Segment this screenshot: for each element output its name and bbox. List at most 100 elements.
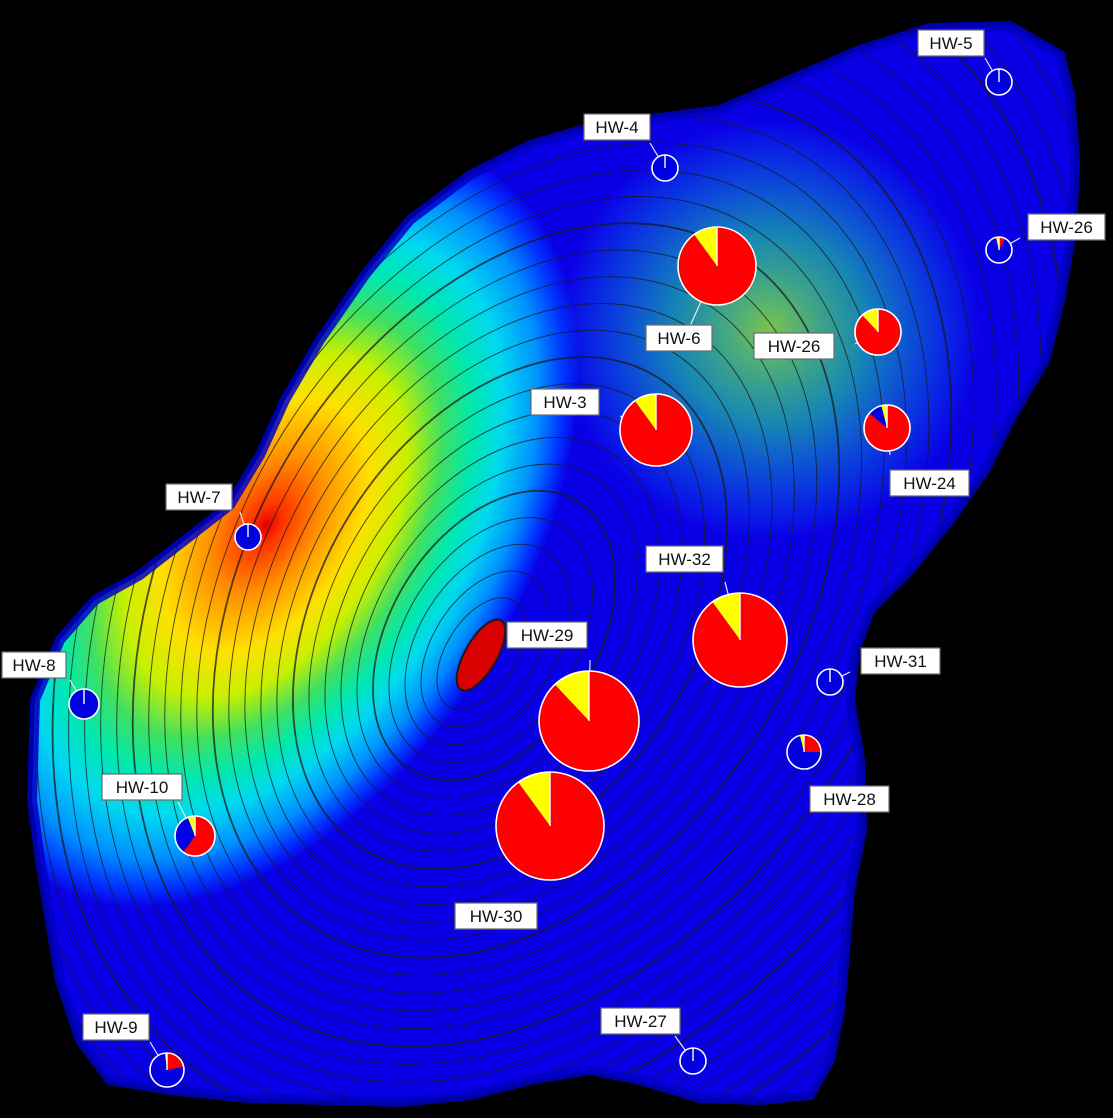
pie-slice-blue: [787, 735, 821, 769]
peak-contour: [455, 618, 507, 692]
well-label-box: [530, 388, 600, 416]
well-hw-3[interactable]: HW-3: [530, 388, 693, 467]
pie-slice-yellow: [712, 593, 740, 640]
well-label: HW-30: [454, 902, 538, 930]
production-pie-chart[interactable]: [619, 393, 693, 467]
well-label: HW-28: [809, 785, 890, 813]
well-hw-6[interactable]: HW-6: [645, 226, 757, 352]
production-pie-chart[interactable]: [68, 688, 100, 720]
pie-slice-blue: [174, 817, 195, 853]
well-hw-9[interactable]: HW-9: [82, 1013, 185, 1088]
well-label: HW-7: [165, 483, 233, 511]
contour-line: [292, 356, 728, 870]
well-label-text: HW-8: [12, 656, 55, 675]
production-pie-chart[interactable]: [692, 592, 788, 688]
well-label-text: HW-6: [657, 329, 700, 348]
well-label: HW-26: [753, 332, 835, 360]
production-pie-chart[interactable]: [863, 404, 911, 452]
well-hw-26b[interactable]: HW-26: [753, 308, 902, 360]
wells-layer: HW-5 HW-4 HW-26 HW-26 HW-6 HW-3 HW-24 HW-7 HW-32…: [1, 29, 1106, 1088]
well-label: HW-5: [917, 29, 985, 57]
production-pie-chart[interactable]: [786, 734, 822, 770]
well-hw-7[interactable]: HW-7: [165, 483, 262, 551]
well-label-text: HW-29: [521, 626, 574, 645]
well-hw-4[interactable]: HW-4: [583, 113, 679, 182]
well-label-box: [82, 1013, 150, 1041]
well-label: HW-10: [101, 773, 183, 801]
production-pie-chart[interactable]: [651, 154, 679, 182]
well-label-box: [917, 29, 985, 57]
well-label: HW-24: [889, 469, 970, 497]
production-pie-chart[interactable]: [495, 771, 605, 881]
well-label: HW-8: [1, 651, 67, 679]
well-label-box: [600, 1007, 681, 1035]
well-label: HW-27: [600, 1007, 681, 1035]
well-label: HW-9: [82, 1013, 150, 1041]
pie-slice-blue: [149, 1053, 184, 1087]
pie-slice-red: [167, 1053, 184, 1070]
pie-slice-red: [804, 735, 821, 752]
well-label-box: [809, 785, 890, 813]
well-label-text: HW-32: [658, 550, 711, 569]
well-label-text: HW-26: [1040, 218, 1093, 237]
pie-slice-red: [183, 816, 215, 856]
contour-line: [420, 570, 549, 728]
pie-slice-yellow: [799, 735, 804, 752]
well-hw-31[interactable]: HW-31: [816, 647, 941, 696]
field-boundary: [26, 20, 1081, 1108]
well-hw-32[interactable]: HW-32: [645, 545, 788, 688]
production-pie-chart[interactable]: [677, 226, 757, 306]
well-hw-28[interactable]: HW-28: [786, 734, 890, 813]
well-hw-30[interactable]: HW-30: [454, 771, 605, 930]
well-label-text: HW-4: [595, 118, 638, 137]
well-label-text: HW-7: [177, 488, 220, 507]
production-pie-chart[interactable]: [679, 1047, 707, 1075]
well-hw-26a[interactable]: HW-26: [985, 213, 1106, 264]
contour-line: [404, 543, 571, 746]
pie-slice-blue: [869, 405, 887, 428]
well-label: HW-32: [645, 545, 724, 573]
pie-slice-blue: [986, 237, 1013, 264]
well-hw-8[interactable]: HW-8: [1, 651, 100, 720]
well-label: HW-3: [530, 388, 600, 416]
pie-slice-yellow: [554, 671, 589, 721]
well-label-text: HW-9: [94, 1018, 137, 1037]
production-pie-chart[interactable]: [538, 670, 640, 772]
well-label-box: [583, 113, 651, 141]
contour-line: [196, 196, 863, 976]
well-hw-24[interactable]: HW-24: [863, 404, 970, 497]
well-label-box: [165, 483, 233, 511]
well-hw-27[interactable]: HW-27: [600, 1007, 707, 1075]
production-pie-chart[interactable]: [854, 308, 902, 356]
well-label-text: HW-31: [874, 652, 927, 671]
pie-slice-yellow: [694, 227, 717, 266]
pie-slice-yellow: [187, 816, 195, 836]
well-label-text: HW-27: [614, 1012, 667, 1031]
well-label-box: [101, 773, 183, 801]
pie-slice-yellow: [995, 237, 999, 250]
pie-slice-yellow: [862, 309, 878, 332]
production-pie-chart[interactable]: [149, 1052, 185, 1088]
well-label-text: HW-5: [929, 34, 972, 53]
well-label-text: HW-30: [470, 907, 523, 926]
well-label-box: [645, 545, 724, 573]
well-hw-29[interactable]: HW-29: [506, 621, 640, 772]
well-hw-10[interactable]: HW-10: [101, 773, 216, 857]
production-pie-chart[interactable]: [985, 236, 1013, 264]
pie-slice-yellow: [634, 394, 656, 430]
production-pie-chart[interactable]: [234, 523, 262, 551]
well-label-text: HW-28: [823, 790, 876, 809]
production-pie-chart[interactable]: [174, 815, 216, 857]
contour-line: [276, 329, 750, 888]
production-pie-chart[interactable]: [816, 668, 844, 696]
production-pie-chart[interactable]: [985, 68, 1013, 96]
well-label-box: [645, 324, 713, 352]
well-label-box: [860, 647, 941, 675]
contour-line: [436, 597, 526, 710]
well-hw-5[interactable]: HW-5: [917, 29, 1013, 96]
well-label: HW-29: [506, 621, 588, 649]
well-label: HW-6: [645, 324, 713, 352]
well-label-box: [1027, 213, 1106, 241]
